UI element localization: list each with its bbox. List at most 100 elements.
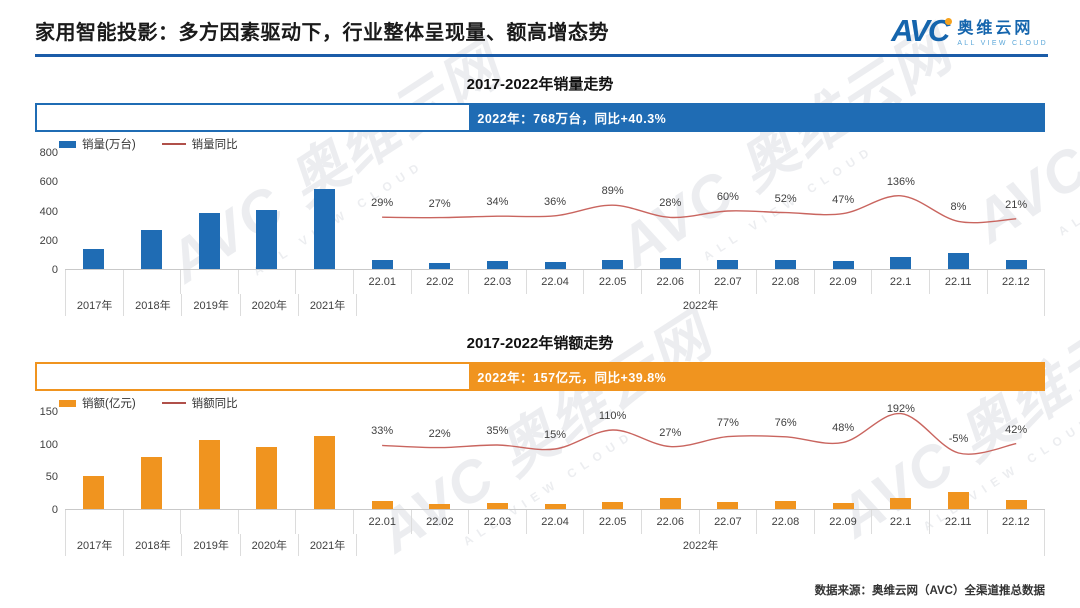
x-axis-cell-22.04: 22.04 [527,510,585,534]
bar-22.1 [890,257,912,269]
summary-banner: 2022年：157亿元，同比+39.8% [35,362,1045,391]
avc-logo-mark: AVC [891,13,950,48]
x-axis-years-row: 2017年 2018年 2019年 2020年 2021年 2022年 [65,534,1045,556]
pct-label-22.1: 192% [886,403,915,415]
x-axis: 22.01 22.02 22.03 22.04 22.05 22.06 22.07 22.08… [65,510,1046,556]
x-axis-group-2022: 2022年 [357,294,1045,316]
bar-2017年 [83,476,105,509]
legend-label: 销量(万台) [82,139,136,151]
x-axis-months-row: 22.01 22.02 22.03 22.04 22.05 22.06 22.07 22.08… [65,270,1046,294]
x-axis-year-2021年: 2021年 [299,534,358,556]
x-axis-cell-22.12: 22.12 [988,510,1046,534]
pct-label-22.01: 33% [371,425,394,438]
bar-2021年 [313,435,335,509]
legend-bar-swatch-icon [59,399,76,407]
x-axis-cell-22.06: 22.06 [642,510,700,534]
bar-22.08 [775,259,797,269]
avc-logo-name-cn: 奥维云网 [957,20,1034,37]
legend-item-line: 销量同比 [161,136,238,152]
x-axis-year-2018年: 2018年 [124,534,183,556]
x-axis-cell-22.05: 22.05 [584,510,642,534]
pct-label-22.02: 27% [428,197,451,210]
x-axis-cell-22.09: 22.09 [815,270,873,294]
y-tick-0: 0 [51,504,58,516]
pct-label-22.04: 15% [543,429,567,441]
bar-22.03 [486,503,508,509]
bar-22.12 [1005,499,1027,509]
bar-22.06 [659,258,681,269]
avc-logo-text: 奥维云网 ALL VIEW CLOUD [957,14,1048,47]
chart-sales-revenue: 2017-2022年销额走势 2022年：157亿元，同比+39.8% 销额(亿… [35,332,1046,556]
bar-2018年 [141,229,162,269]
y-tick-600: 600 [39,176,58,189]
x-axis-year-2021年: 2021年 [299,294,358,316]
pct-label-22.06: 28% [659,197,682,210]
bar-22.07 [717,259,739,269]
x-axis-cell-22.1: 22.1 [872,270,930,294]
y-tick-800: 800 [39,147,58,159]
bar-22.11 [948,253,969,269]
y-axis: 0 200 400 600 800 [35,147,65,276]
x-axis-cell-22.01: 22.01 [354,510,412,534]
banner-white-box [37,364,470,389]
x-axis-cell-22.09: 22.09 [815,510,873,534]
pct-label-22.04: 36% [543,195,567,208]
pct-label-22.11: 8% [950,201,967,214]
pct-label-22.05: 89% [601,185,624,198]
legend: 销量(万台) 销量同比 [59,136,1045,152]
bar-22.1 [890,497,912,509]
x-axis-cell-22.12: 22.12 [988,270,1046,294]
x-axis-cell-22.11: 22.11 [930,270,988,294]
bar-22.09 [832,502,854,509]
legend-label: 销额同比 [191,398,238,410]
x-axis-cell-2018年 [124,270,182,294]
avc-logo-mark-wrap: AVC [891,13,953,48]
pct-label-22.01: 29% [371,197,394,210]
bar-22.05 [602,260,624,269]
pct-label-22.08: 52% [774,192,797,205]
bar-22.01 [371,260,393,269]
bar-22.04 [544,504,566,509]
x-axis-year-2017年: 2017年 [65,534,125,556]
x-axis-cell-22.08: 22.08 [757,510,815,534]
chart-title: 2017-2022年销量走势 [466,76,614,93]
x-axis-cell-22.03: 22.03 [469,270,527,294]
x-axis-cell-2017年 [65,270,124,294]
y-tick-50: 50 [45,471,58,484]
x-axis-cell-22.1: 22.1 [872,510,930,534]
pct-label-22.03: 35% [486,425,509,437]
x-axis-year-2020年: 2020年 [241,294,299,316]
bar-2017年 [83,248,105,269]
x-axis-cell-2020年 [239,270,297,294]
legend-bar-swatch-icon [59,140,76,148]
x-axis-months-row: 22.01 22.02 22.03 22.04 22.05 22.06 22.07 22.08… [65,510,1046,534]
banner-text: 2022年：768万台，同比+40.3% [477,112,667,126]
y-tick-150: 150 [39,406,58,418]
x-axis-cell-22.06: 22.06 [642,270,700,294]
bar-22.02 [429,503,451,509]
bar-2020年 [256,446,278,509]
legend-item-bars: 销量(万台) [59,136,136,152]
bar-22.09 [832,261,854,269]
y-tick-100: 100 [39,438,58,451]
x-axis-year-2017年: 2017年 [65,294,125,316]
plot-wrap: 0 50 100 150 33% 22% 35% 15% 110% 27% 77% 76% 48% 19… [35,403,1045,516]
legend-line-swatch-icon [161,402,186,404]
chart-sales-volume: 2017-2022年销量走势 2022年：768万台，同比+40.3% 销量(万… [35,73,1046,316]
avc-logo-name-en: ALL VIEW CLOUD [957,40,1048,47]
legend-item-line: 销额同比 [161,395,238,411]
pct-label-22.12: 21% [1005,198,1028,211]
bar-22.12 [1005,260,1027,269]
x-axis-cell-22.07: 22.07 [700,270,758,294]
bar-22.06 [659,497,681,509]
x-axis-cell-2019年 [181,270,239,294]
legend-line-swatch-icon [161,143,186,145]
x-axis-cell-22.11: 22.11 [930,510,988,534]
pct-label-22.05: 110% [598,410,627,422]
bar-22.11 [948,491,969,509]
x-axis-cell-2017年 [65,510,124,534]
bar-2019年 [198,440,220,509]
x-axis-cell-22.05: 22.05 [584,270,642,294]
pct-label-22.02: 22% [428,427,451,440]
